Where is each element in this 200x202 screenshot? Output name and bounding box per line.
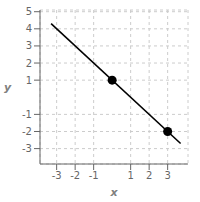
svg-text:1: 1 (26, 75, 32, 86)
svg-text:x: x (109, 186, 118, 199)
svg-text:4: 4 (26, 23, 32, 34)
svg-text:2: 2 (26, 58, 32, 69)
svg-text:3: 3 (164, 170, 170, 181)
svg-text:5: 5 (26, 6, 32, 17)
svg-text:1: 1 (127, 170, 133, 181)
svg-text:-3: -3 (52, 170, 62, 181)
svg-text:-2: -2 (22, 126, 32, 137)
svg-text:y: y (8, 81, 12, 94)
svg-text:-2: -2 (70, 170, 80, 181)
svg-text:3: 3 (26, 40, 32, 51)
svg-text:-1: -1 (22, 109, 32, 120)
svg-text:-1: -1 (89, 170, 99, 181)
svg-text:2: 2 (146, 170, 152, 181)
svg-text:-3: -3 (22, 143, 32, 154)
